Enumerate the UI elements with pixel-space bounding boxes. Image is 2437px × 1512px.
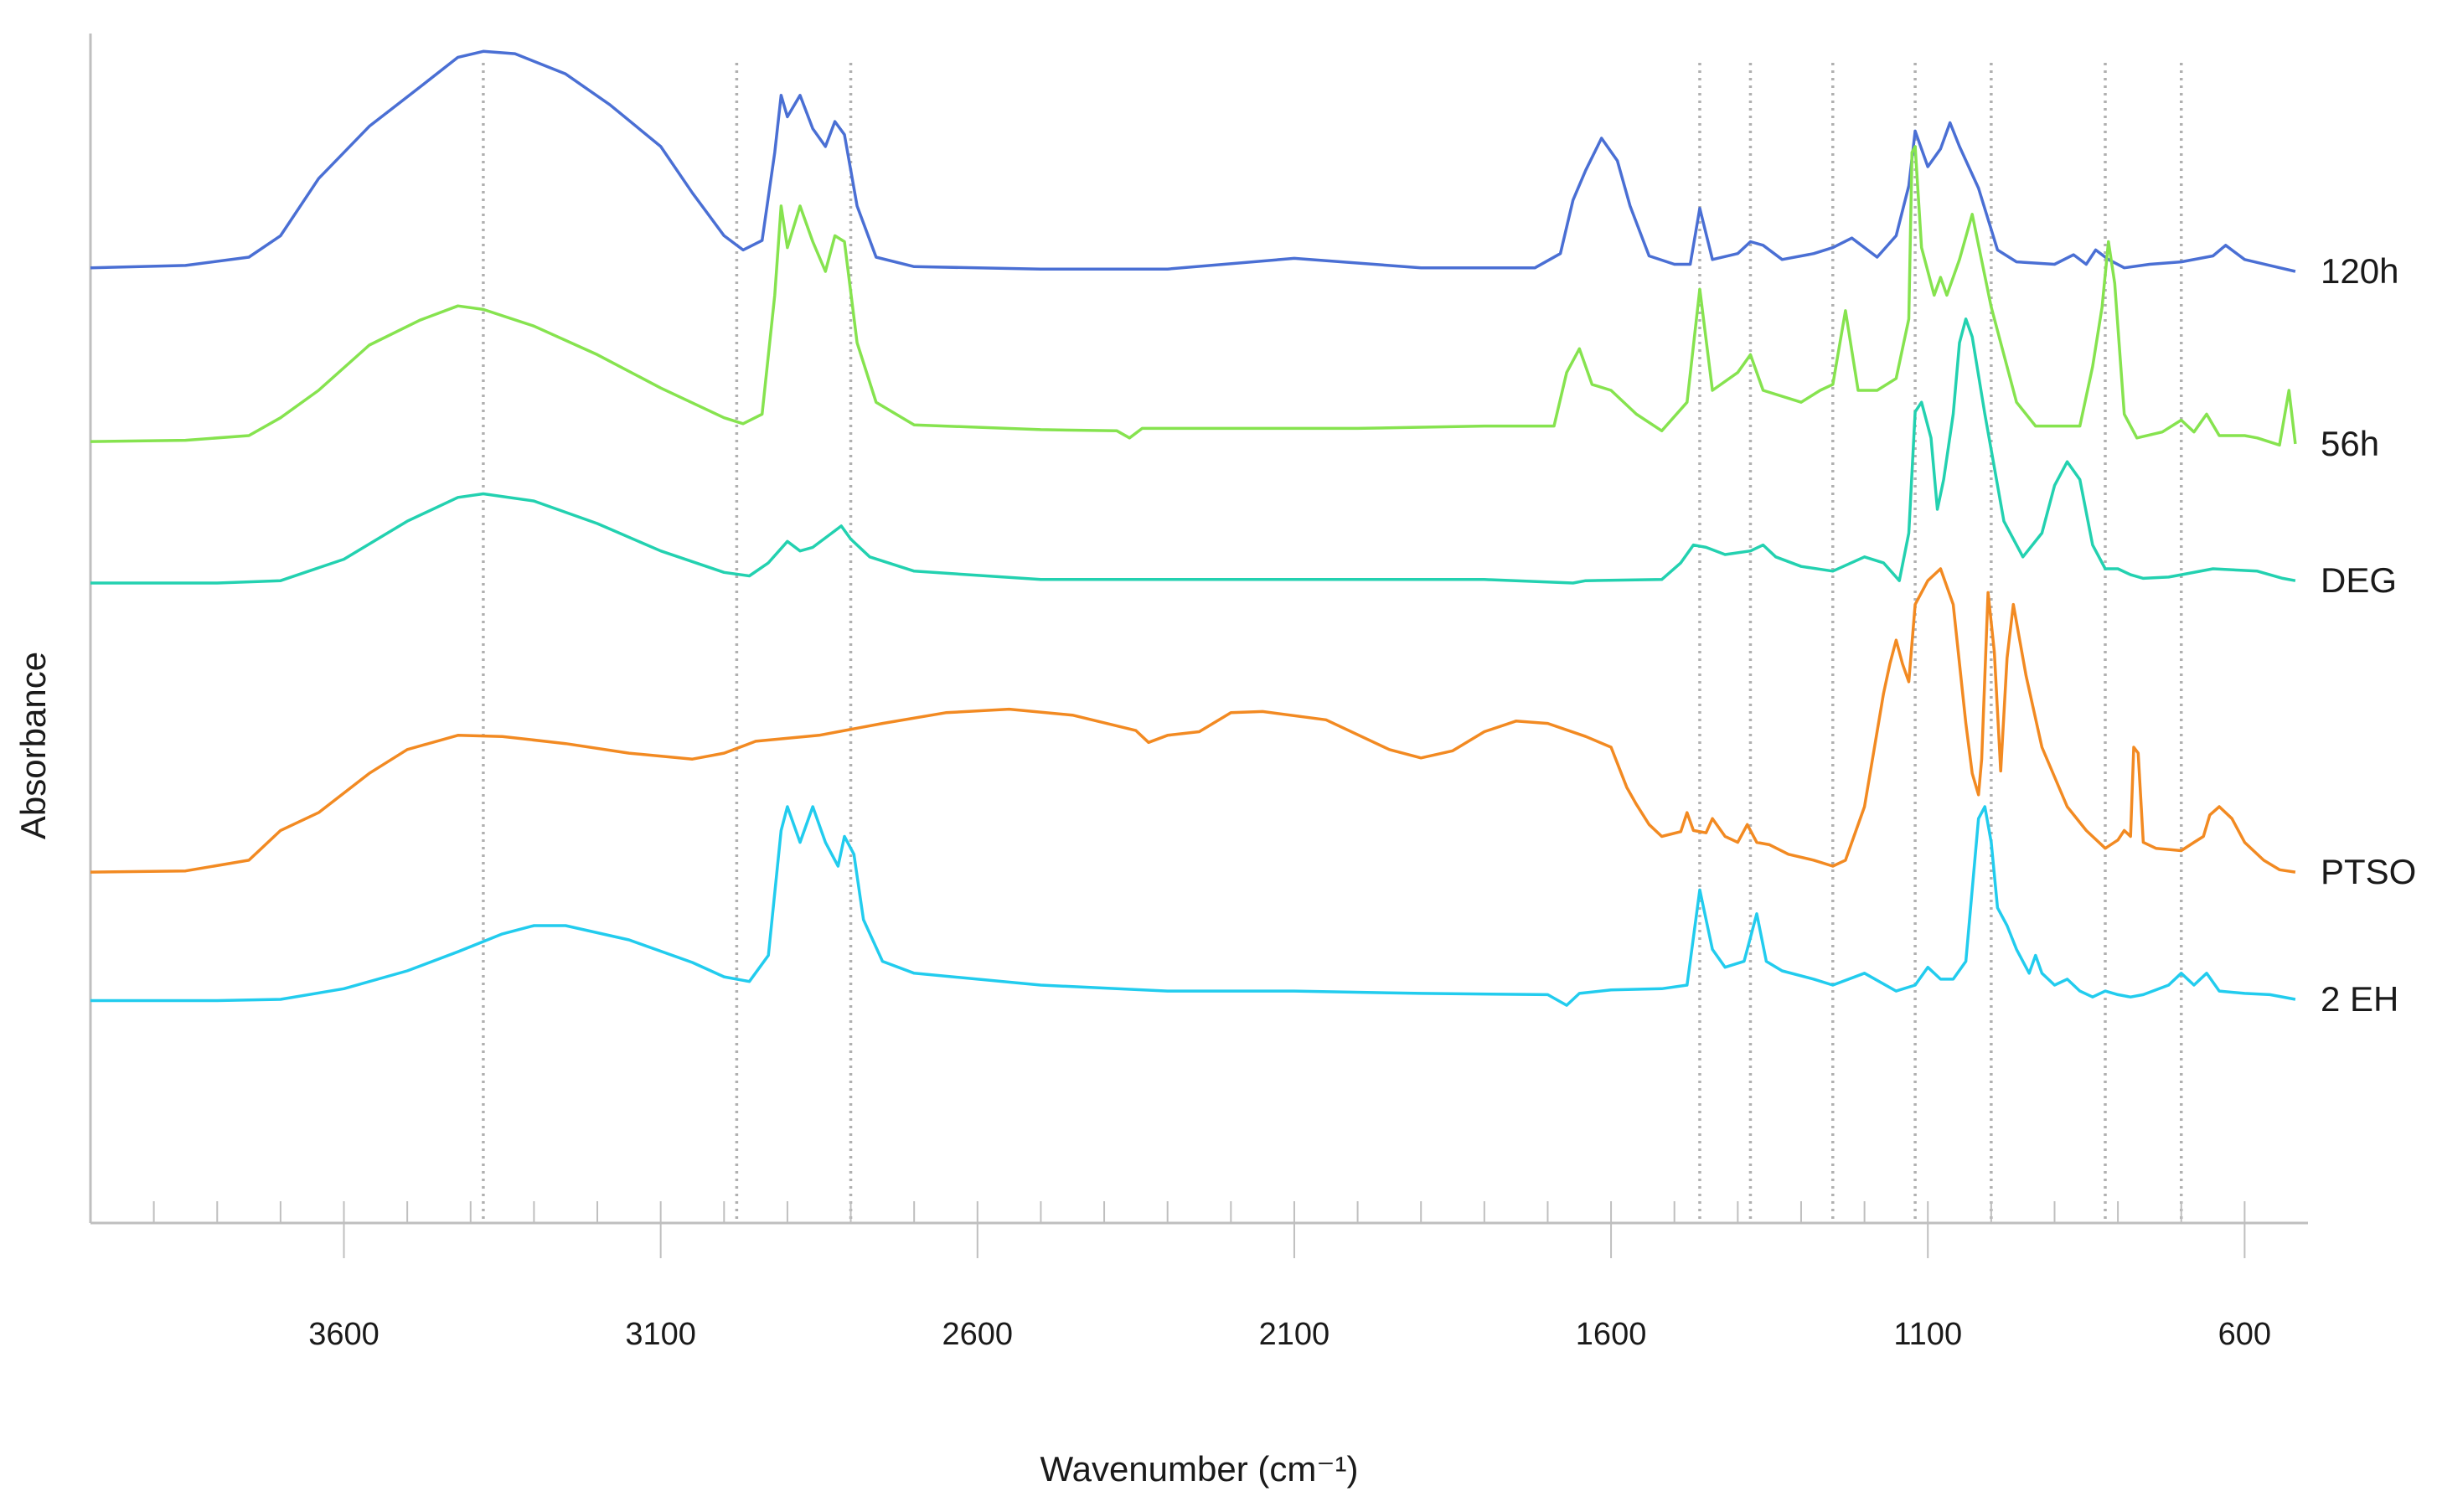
x-axis-tick-labels: 3600 3100 2600 2100 1600 1100 600: [308, 1317, 2271, 1352]
x-axis-minor-ticks: [152, 1201, 2246, 1223]
series-lines: [90, 49, 2297, 1007]
x-tick-label: 1100: [1893, 1317, 1962, 1352]
reference-lines: [482, 63, 2183, 1220]
series-labels: 120h 56h DEG PTSO 2 EH: [2321, 251, 2416, 1019]
series-label: PTSO: [2321, 852, 2416, 891]
series-line: [90, 805, 2296, 1007]
x-axis-major-ticks: [343, 1223, 2246, 1258]
series-line: [90, 49, 2296, 273]
x-axis-title: Wavenumber (cm⁻¹): [1040, 1449, 1359, 1489]
x-tick-label: 600: [2218, 1317, 2271, 1352]
x-tick-label: 2100: [1259, 1317, 1330, 1352]
series-label: 120h: [2321, 251, 2398, 291]
x-tick-label: 3100: [625, 1317, 696, 1352]
x-tick-label: 1600: [1576, 1317, 1647, 1352]
y-axis-title: Absorbance: [13, 652, 53, 839]
series-line: [90, 317, 2296, 585]
x-tick-label: 3600: [308, 1317, 379, 1352]
series-line: [90, 567, 2296, 874]
series-label: 2 EH: [2321, 979, 2398, 1019]
series-label: DEG: [2321, 560, 2397, 600]
series-line: [90, 145, 2297, 447]
x-tick-label: 2600: [942, 1317, 1014, 1352]
series-label: 56h: [2321, 424, 2379, 463]
